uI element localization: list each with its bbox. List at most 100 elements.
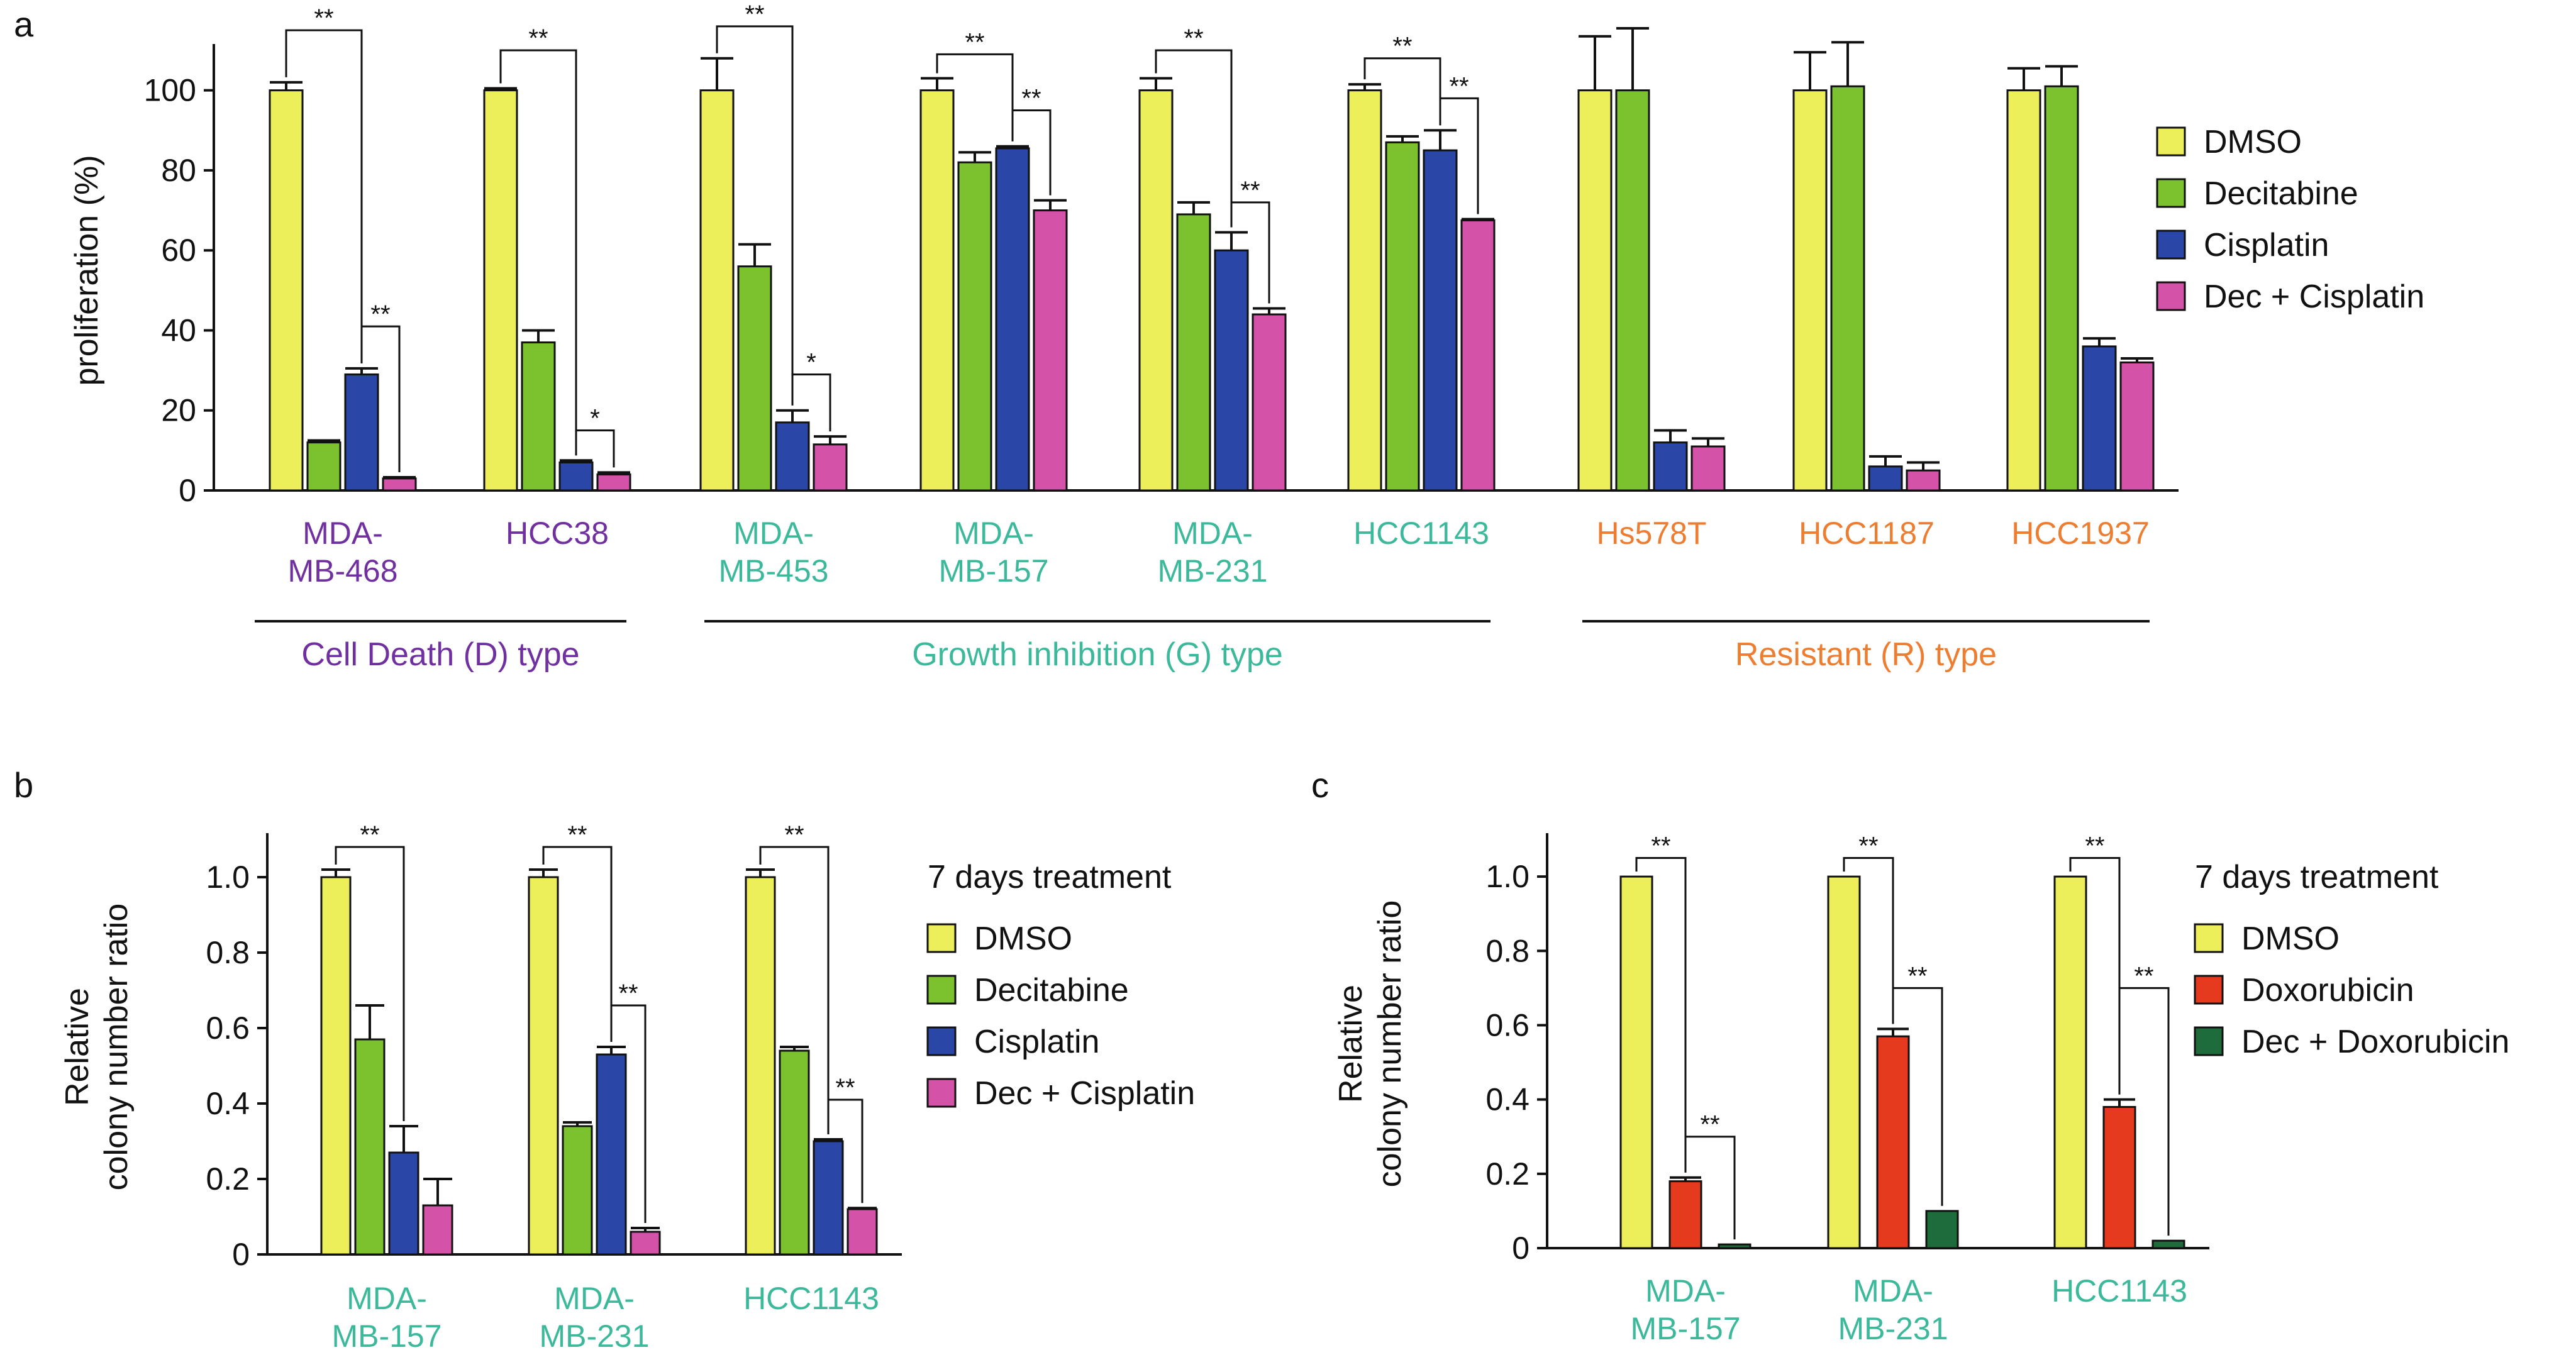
significance-bracket <box>936 53 1014 141</box>
legend-swatch <box>926 923 957 953</box>
bar <box>630 1231 661 1256</box>
significance-label: ** <box>567 821 587 849</box>
y-tick-label: 1.0 <box>206 860 250 895</box>
legend-label: Decitabine <box>2204 175 2358 212</box>
legend-title: 7 days treatment <box>928 859 1172 895</box>
bar <box>779 1049 810 1256</box>
significance-label: ** <box>1651 833 1670 860</box>
bar <box>521 341 556 492</box>
bar <box>2119 361 2155 492</box>
category-label-line: MB-157 <box>938 553 1048 589</box>
y-axis-label-line: colony number ratio <box>1372 900 1408 1188</box>
y-tick-label: 0.6 <box>206 1010 250 1046</box>
legend-label: Cisplatin <box>974 1024 1099 1060</box>
significance-bracket <box>1363 57 1441 126</box>
significance-bracket <box>827 1098 863 1203</box>
significance-label: ** <box>528 25 548 52</box>
category-label-line: HCC1143 <box>743 1281 879 1316</box>
legend-swatch <box>2194 923 2224 953</box>
category-label-line: HCC1187 <box>1799 516 1935 551</box>
category-label-line: HCC38 <box>506 516 609 551</box>
significance-bracket <box>610 1004 647 1223</box>
panel-c-chart: 0 0.2 0.4 0.6 0.8 1.0 Relativecolony number ra… <box>1333 833 2509 1346</box>
bar <box>2151 1239 2185 1249</box>
category-label: MDA-MB-157 <box>331 1281 441 1354</box>
bar <box>1460 219 1496 492</box>
legend-swatch <box>926 1078 957 1108</box>
significance-bracket <box>2118 987 2170 1236</box>
y-tick-label: 0.2 <box>206 1161 250 1197</box>
category-label-line: MB-468 <box>287 553 397 589</box>
y-tick-label: 0.4 <box>206 1086 250 1121</box>
significance-label: ** <box>1392 33 1412 60</box>
bar <box>1577 89 1613 492</box>
bar <box>344 373 379 492</box>
panel-letter-b: b <box>14 765 33 805</box>
legend-title: 7 days treatment <box>2195 859 2439 895</box>
legend-label: Decitabine <box>974 972 1129 1009</box>
significance-bracket <box>791 373 831 432</box>
significance-bracket <box>716 25 794 406</box>
significance-label: ** <box>1449 72 1468 100</box>
bar <box>1827 875 1861 1249</box>
legend-label: DMSO <box>2241 921 2340 957</box>
category-label: HCC1143 <box>1353 516 1489 551</box>
bar <box>558 461 594 492</box>
panel-b-chart: 0 0.2 0.4 0.6 0.8 1.0 Relativecolony number ra… <box>59 821 1195 1354</box>
significance-bracket <box>542 846 613 1042</box>
bar <box>1423 149 1458 492</box>
y-tick-label: 80 <box>161 153 196 188</box>
significance-label: ** <box>360 821 379 849</box>
y-tick-label: 0.4 <box>1485 1082 1530 1117</box>
y-tick-label: 0 <box>179 473 196 508</box>
bar <box>1792 89 1828 492</box>
bar <box>1925 1210 1959 1249</box>
significance-label: ** <box>1700 1111 1719 1139</box>
category-label: MDA-MB-231 <box>1157 516 1267 589</box>
y-axis-label: Relativecolony number ratio <box>59 904 135 1191</box>
bar <box>699 89 735 492</box>
category-label-line: MB-453 <box>718 553 828 589</box>
bar <box>596 1053 627 1256</box>
bar <box>1033 209 1068 492</box>
bar <box>1668 1180 1702 1249</box>
category-label: HCC38 <box>506 516 609 551</box>
bar <box>1718 1243 1752 1249</box>
significance-label: ** <box>314 4 333 32</box>
bar <box>919 89 955 492</box>
category-label-line: MDA- <box>733 516 814 551</box>
significance-bracket <box>1011 109 1052 196</box>
category-label-line: MB-231 <box>1838 1311 1948 1346</box>
significance-label: ** <box>784 821 804 849</box>
category-label-line: MB-231 <box>1157 553 1267 589</box>
y-axis-label-line: Relative <box>59 988 96 1106</box>
panel-letter-c: c <box>1311 765 1329 805</box>
category-label: MDA-MB-468 <box>287 516 397 589</box>
category-label: HCC1937 <box>2011 516 2150 551</box>
significance-label: ** <box>2134 962 2153 990</box>
y-axis-label-line: colony number ratio <box>98 904 135 1191</box>
legend-swatch <box>2156 230 2186 260</box>
significance-bracket <box>759 846 830 1134</box>
category-label-line: MDA- <box>303 516 383 551</box>
bar <box>1214 249 1249 492</box>
bar <box>737 265 772 492</box>
significance-bracket <box>1635 857 1687 1173</box>
category-label: HCC1187 <box>1799 516 1935 551</box>
significance-bracket <box>2069 857 2121 1095</box>
category-label-line: HCC1937 <box>2011 516 2150 551</box>
bar <box>320 876 352 1256</box>
category-label-line: MDA- <box>554 1281 635 1316</box>
bar <box>745 876 776 1256</box>
legend-swatch <box>2194 975 2224 1005</box>
category-label: MDA-MB-157 <box>1630 1273 1740 1346</box>
significance-label: * <box>806 348 816 376</box>
y-tick-label: 20 <box>161 393 196 428</box>
legend-label: DMSO <box>974 921 1072 957</box>
legend-label: Dec + Cisplatin <box>2204 279 2424 315</box>
bar <box>813 443 848 492</box>
legend-swatch <box>2156 281 2186 311</box>
bar <box>2006 89 2041 492</box>
significance-label: ** <box>965 28 984 56</box>
